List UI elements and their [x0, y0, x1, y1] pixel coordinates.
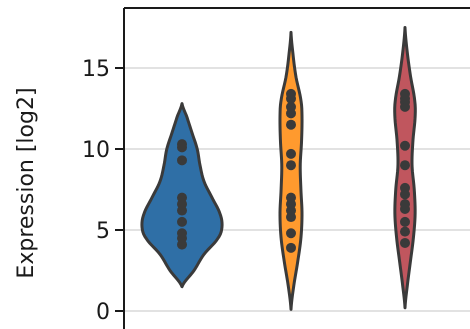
- data-point: [286, 192, 296, 203]
- data-point: [286, 148, 296, 159]
- y-tick-label: 0: [96, 300, 110, 325]
- y-axis: 0 5 10 15: [82, 7, 470, 329]
- data-point: [400, 199, 410, 210]
- data-point: [177, 155, 187, 166]
- y-axis-label: Expression [log2]: [14, 87, 39, 278]
- data-point: [400, 237, 410, 248]
- y-tick-label: 10: [82, 138, 110, 163]
- data-point: [286, 242, 296, 253]
- data-point: [177, 228, 187, 239]
- violins: [140, 26, 417, 311]
- data-point: [286, 119, 296, 130]
- data-point: [177, 192, 187, 203]
- data-point: [400, 160, 410, 171]
- data-point: [400, 88, 410, 99]
- data-point: [286, 88, 296, 99]
- y-tick-label: 15: [82, 57, 110, 82]
- violin-body: [278, 30, 304, 311]
- data-point: [400, 226, 410, 237]
- data-point: [286, 160, 296, 171]
- data-point: [400, 140, 410, 151]
- data-point: [400, 216, 410, 227]
- data-points: [177, 88, 410, 253]
- data-point: [177, 216, 187, 227]
- data-point: [286, 228, 296, 239]
- data-point: [177, 139, 187, 150]
- data-point: [400, 182, 410, 193]
- y-tick-label: 5: [96, 219, 110, 244]
- data-point: [286, 101, 296, 112]
